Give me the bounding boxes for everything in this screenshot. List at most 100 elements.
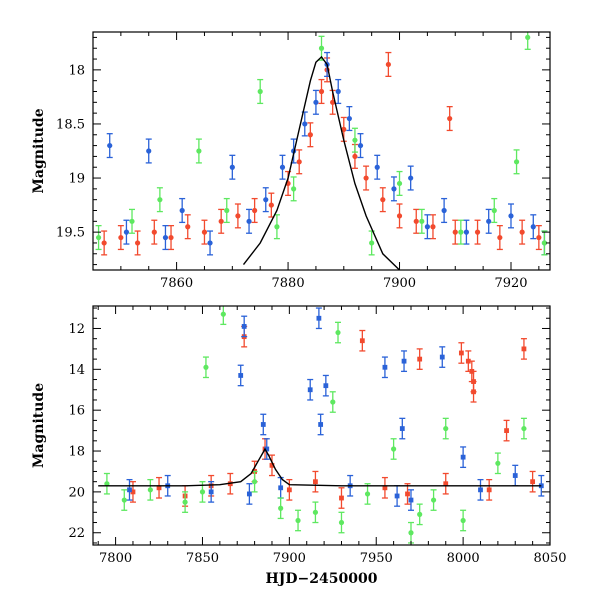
top-blue-marker	[229, 164, 235, 170]
top-red-point	[396, 203, 403, 229]
bottom-red-point	[268, 454, 275, 477]
top-red-marker	[519, 229, 525, 235]
bottom-red-point	[470, 380, 477, 403]
top-green-point	[95, 224, 102, 251]
top-green-marker	[257, 88, 263, 95]
bottom-y-tick-label: 16	[68, 404, 85, 419]
bottom-blue-marker	[439, 354, 445, 360]
bottom-blue-point	[246, 483, 253, 505]
bottom-red-point	[129, 481, 136, 503]
bottom-red-marker	[130, 489, 136, 495]
top-red-marker	[318, 88, 325, 95]
bottom-blue-point	[399, 417, 406, 440]
top-red-point	[452, 219, 459, 245]
bottom-green-marker	[203, 364, 209, 370]
top-blue-marker	[279, 164, 286, 170]
bottom-red-point	[486, 478, 493, 501]
bottom-blue-point	[315, 307, 322, 330]
bottom-blue-point	[394, 485, 401, 507]
bottom-green-marker	[330, 399, 336, 405]
top-red-point	[184, 214, 191, 240]
top-blue-point	[346, 105, 353, 132]
top-x-tick-label: 7860	[160, 276, 193, 291]
top-green-marker	[352, 137, 358, 143]
bottom-blue-point	[260, 413, 267, 436]
bottom-red-marker	[417, 356, 423, 362]
top-blue-point	[485, 208, 492, 234]
top-red-marker	[380, 197, 386, 203]
bottom-x-tick-label: 7950	[360, 551, 393, 566]
bottom-blue-marker	[512, 473, 518, 478]
top-green-point	[418, 208, 425, 234]
bottom-green-point	[430, 489, 437, 511]
bottom-red-marker	[339, 495, 344, 501]
top-red-point	[296, 149, 303, 175]
bottom-blue-marker	[307, 387, 313, 393]
top-green-point	[129, 208, 136, 234]
bottom-green-point	[460, 509, 467, 532]
top-red-marker	[430, 224, 436, 230]
bottom-blue-point	[307, 378, 314, 401]
top-blue-marker	[463, 229, 470, 235]
bottom-red-marker	[443, 481, 449, 487]
bottom-blue-marker	[318, 422, 324, 427]
top-blue-point	[441, 197, 448, 224]
top-green-point	[396, 170, 403, 197]
bottom-red-marker	[465, 358, 471, 364]
bottom-y-axis-label: Magnitude	[31, 383, 47, 468]
bottom-green-marker	[391, 446, 397, 452]
top-blue-marker	[508, 213, 514, 219]
bottom-green-marker	[104, 481, 110, 487]
bottom-blue-point	[317, 413, 324, 436]
bottom-green-point	[335, 321, 342, 344]
bottom-red-point	[520, 338, 527, 360]
top-x-tick-label: 7880	[272, 276, 305, 291]
bottom-red-point	[404, 483, 411, 505]
bottom-green-point	[442, 417, 449, 440]
top-green-marker	[291, 186, 297, 192]
top-blue-point	[246, 208, 253, 234]
bottom-green-point	[103, 472, 110, 495]
top-blue-point	[530, 214, 537, 240]
top-blue-marker	[374, 164, 380, 170]
top-blue-marker	[246, 218, 252, 224]
bottom-blue-point	[263, 438, 270, 460]
top-red-point	[429, 214, 436, 240]
top-red-marker	[235, 213, 241, 219]
top-green-marker	[419, 218, 425, 224]
top-red-marker	[474, 229, 481, 235]
bottom-green-point	[202, 356, 209, 379]
top-red-marker	[134, 240, 141, 246]
top-green-marker	[525, 34, 531, 41]
bottom-blue-point	[237, 364, 244, 387]
top-blue-point	[145, 138, 152, 164]
bottom-blue-point	[126, 478, 133, 501]
top-red-point	[413, 208, 420, 234]
top-red-point	[496, 224, 503, 251]
bottom-plot-frame	[92, 305, 551, 546]
bottom-red-marker	[359, 338, 365, 344]
bottom-blue-marker	[260, 422, 266, 427]
bottom-blue-marker	[399, 426, 405, 431]
bottom-blue-point	[401, 350, 408, 373]
top-x-tick-label: 7920	[494, 276, 527, 291]
bottom-blue-marker	[208, 489, 214, 495]
top-red-marker	[396, 213, 403, 219]
top-y-tick-label: 18	[68, 63, 85, 78]
top-red-marker	[447, 115, 453, 122]
top-blue-point	[262, 187, 269, 213]
top-red-point	[168, 224, 175, 251]
bottom-red-marker	[382, 485, 388, 491]
bottom-red-marker	[269, 462, 275, 468]
bottom-green-point	[295, 509, 302, 532]
bottom-green-marker	[521, 425, 527, 432]
top-panel: 7860 7880 7900 7920 18 18.5 19 19.5 Magnitude	[31, 31, 551, 291]
bottom-red-marker	[313, 479, 318, 485]
bottom-red-marker	[471, 389, 476, 395]
top-green-point	[290, 176, 297, 202]
bottom-blue-marker	[408, 497, 414, 503]
top-red-marker	[185, 224, 191, 230]
bottom-y-tick-label: 22	[68, 526, 85, 541]
bottom-red-marker	[504, 428, 509, 434]
bottom-red-marker	[156, 485, 162, 491]
